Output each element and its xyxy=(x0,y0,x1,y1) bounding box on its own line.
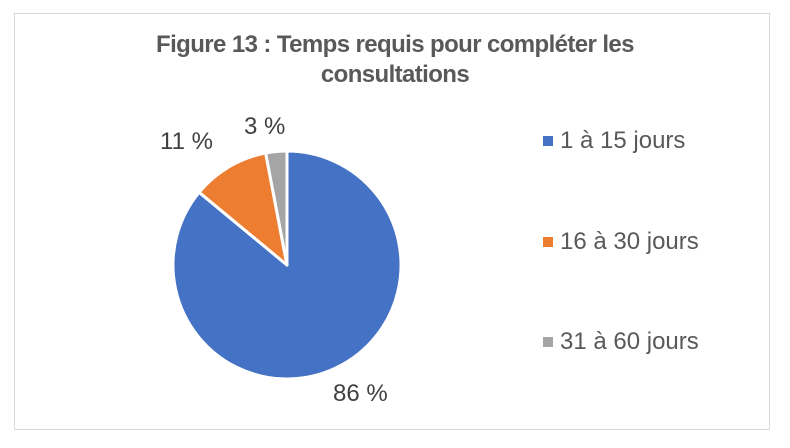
slice-16-30 xyxy=(197,151,289,267)
legend-item-1-15: 1 à 15 jours xyxy=(543,127,685,155)
legend-item-16-30: 16 à 30 jours xyxy=(543,228,699,256)
legend-swatch-gray xyxy=(543,337,553,347)
slice-31-60 xyxy=(264,149,289,267)
chart-title-line-1: Figure 13 : Temps requis pour compléter … xyxy=(156,31,634,58)
chart-title: Figure 13 : Temps requis pour compléter … xyxy=(0,30,790,90)
data-label-31-60: 3 % xyxy=(244,113,286,140)
legend-label: 1 à 15 jours xyxy=(560,127,686,154)
data-label-16-30: 11 % xyxy=(160,128,213,155)
legend-label: 31 à 60 jours xyxy=(560,328,699,355)
legend-swatch-blue xyxy=(543,136,553,146)
data-label-1-15: 86 % xyxy=(333,380,388,407)
legend-label: 16 à 30 jours xyxy=(560,228,699,255)
legend-swatch-orange xyxy=(543,237,553,247)
legend-item-31-60: 31 à 60 jours xyxy=(543,328,699,356)
chart-title-line-2: consultations xyxy=(320,61,470,88)
